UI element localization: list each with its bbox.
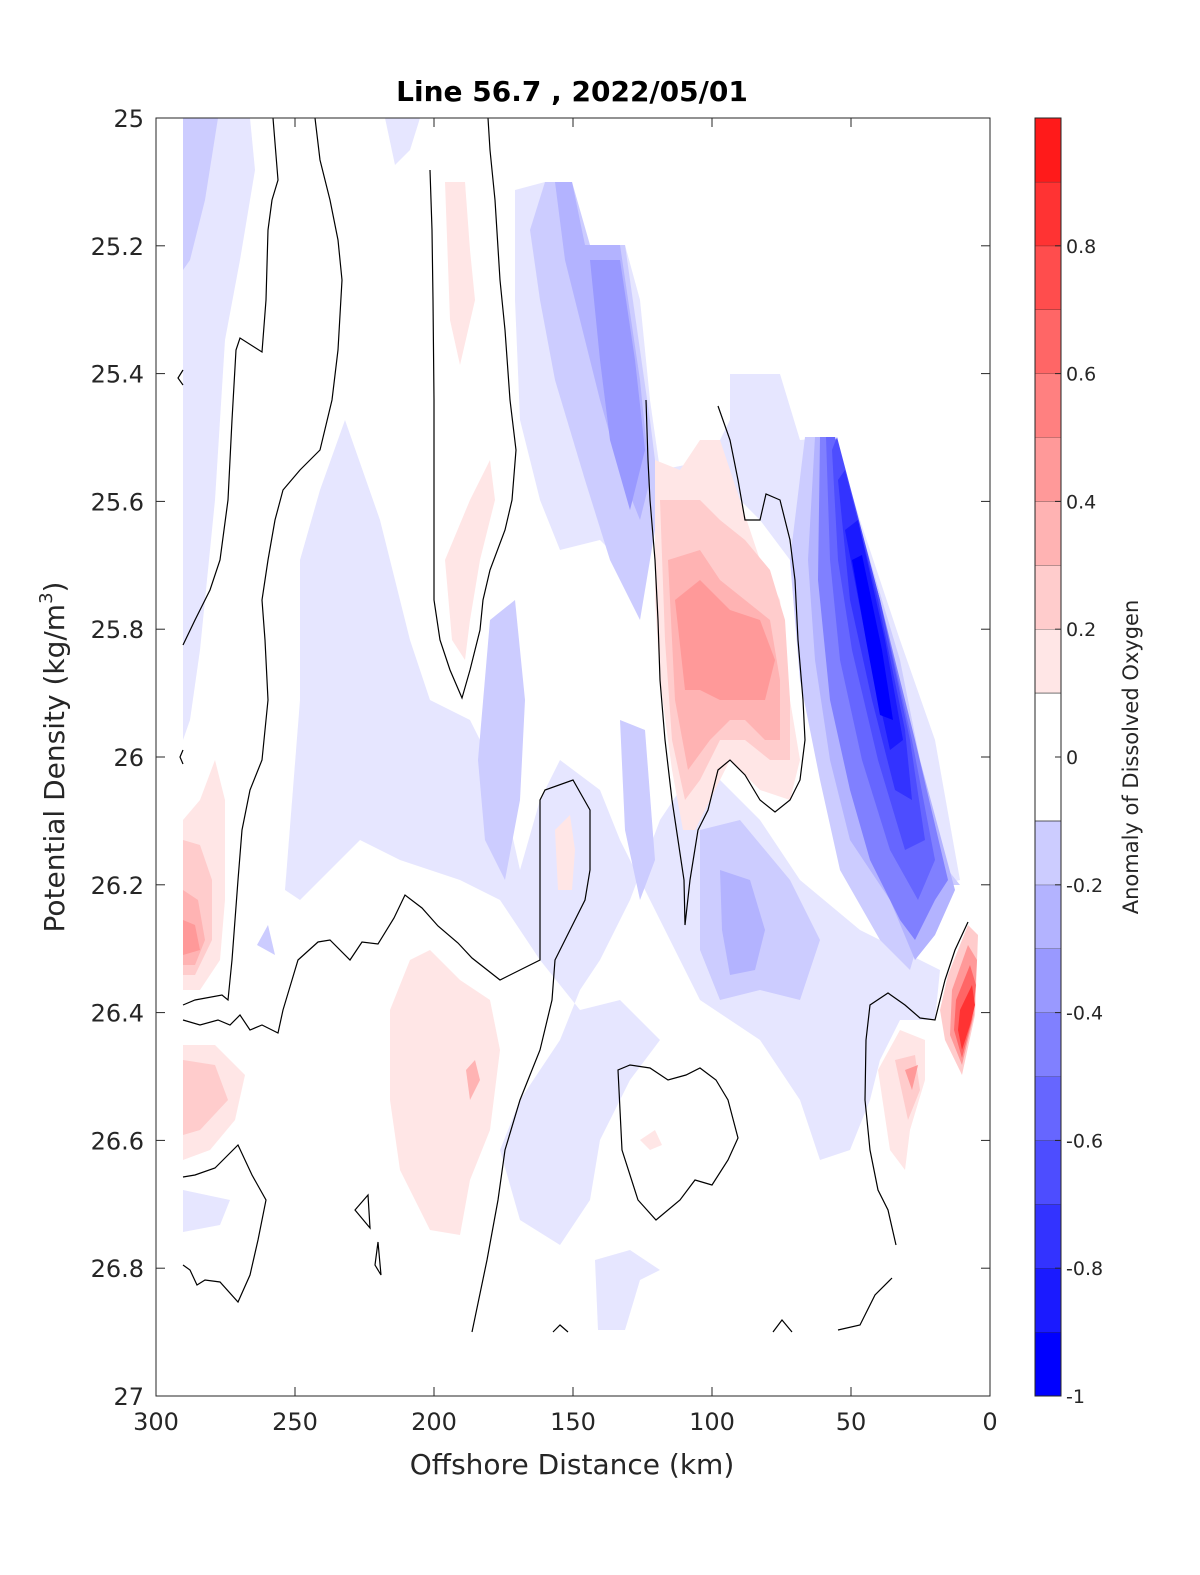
colorbar-swatch (1035, 245, 1061, 310)
colorbar-swatch (1035, 437, 1061, 502)
y-tick-label: 26.4 (91, 1000, 144, 1028)
colorbar-swatch (1035, 1204, 1061, 1269)
y-tick-label: 25 (113, 105, 144, 133)
colorbar-swatch (1035, 373, 1061, 438)
zero-contours (177, 118, 969, 1333)
x-tick-label: 200 (411, 1408, 457, 1436)
neg-level-2-c (530, 182, 660, 620)
colorbar-swatch (1035, 1076, 1061, 1141)
y-axis-title-main: Potential Density (kg/m (38, 604, 71, 933)
y-tick-label: 25.4 (91, 361, 144, 389)
colorbar-swatch (1035, 629, 1061, 694)
neg-level-3-c (720, 870, 765, 975)
zero-contour-12 (552, 1324, 569, 1333)
neg-level-1-central (285, 420, 940, 1245)
y-axis-title-tail: ) (38, 582, 71, 593)
pos-level-1-mid (445, 460, 495, 660)
y-axis-title: Potential Density (kg/m3) (36, 582, 71, 933)
chart-title: Line 56.7 , 2022/05/01 (396, 75, 748, 108)
zero-contour-10 (864, 921, 969, 1246)
pos-level-3-mid (466, 1060, 480, 1100)
neg-level-1-lower-west (183, 1190, 230, 1232)
y-tick-label: 26 (113, 744, 144, 772)
colorbar-swatch (1035, 948, 1061, 1013)
pos-level-1-lower (390, 950, 500, 1235)
neg-level-3-b (590, 260, 645, 510)
y-tick-label: 27 (113, 1383, 144, 1411)
y-axis-title-sup: 3 (36, 592, 57, 603)
colorbar-swatch (1035, 1012, 1061, 1077)
zero-contour-1 (182, 118, 279, 646)
colorbar-title: Anomaly of Dissolved Oxygen (1119, 600, 1143, 915)
pos-level-4-east (905, 1065, 918, 1090)
zero-contour-7 (354, 1193, 371, 1230)
colorbar-tick-label: -0.4 (1066, 1003, 1103, 1025)
colorbar-swatch (1035, 309, 1061, 374)
colorbar-tick-label: -1 (1066, 1386, 1085, 1408)
colorbar-swatch (1035, 1332, 1061, 1396)
colorbar-tick-label: 0.6 (1066, 364, 1096, 386)
colorbar-tick-label: -0.6 (1066, 1130, 1103, 1152)
y-tick-label: 26.8 (91, 1255, 144, 1283)
colorbar-swatch (1035, 565, 1061, 630)
neg-level-2-a (183, 118, 218, 270)
zero-contour-11 (837, 1277, 893, 1331)
y-axis: 25 25.2 25.4 25.6 25.8 26 26.2 26.4 26.6 26.8 27 (91, 105, 990, 1411)
x-tick-label: 50 (836, 1408, 867, 1436)
zero-contour-14 (177, 369, 184, 386)
x-tick-label: 0 (982, 1408, 997, 1436)
contour-field (177, 118, 978, 1333)
colorbar-swatch (1035, 501, 1061, 566)
pos-level-4-core (675, 580, 775, 700)
y-tick-label: 25.6 (91, 488, 144, 516)
neg-level-9 (852, 555, 893, 720)
x-tick-label: 300 (133, 1408, 179, 1436)
zero-contour-3 (182, 779, 591, 1333)
colorbar-tick-label: 0.4 (1066, 491, 1096, 513)
zero-contour-6 (617, 1064, 739, 1221)
pos-level-1-upper (445, 182, 475, 365)
pos-level-1-small (555, 815, 575, 890)
x-axis-title: Offshore Distance (km) (410, 1448, 735, 1481)
pos-spike-4 (958, 985, 975, 1050)
y-tick-label: 25.2 (91, 233, 144, 261)
x-tick-label: 150 (550, 1408, 596, 1436)
neg-level-2-b (478, 600, 525, 880)
neg-level-2-f (257, 925, 275, 955)
neg-level-1-top-strip (385, 118, 420, 165)
colorbar: -1 -0.8 -0.6 -0.4 -0.2 0 0.2 0.4 0.6 0.8 (1034, 117, 1103, 1408)
colorbar-swatch (1035, 118, 1061, 182)
neg-level-1-west (183, 118, 255, 740)
x-axis: 300 250 200 150 100 50 0 (133, 118, 998, 1436)
x-tick-label: 250 (272, 1408, 318, 1436)
neg-level-2-e (620, 720, 655, 900)
colorbar-swatch (1035, 1268, 1061, 1333)
colorbar-swatch (1035, 181, 1061, 246)
zero-contour-13 (772, 1319, 793, 1333)
neg-level-1-bottom-patch (595, 1250, 660, 1330)
colorbar-swatch (1035, 1140, 1061, 1205)
pos-level-2-west-lower (183, 1060, 228, 1135)
y-tick-label: 26.2 (91, 872, 144, 900)
colorbar-swatch (1035, 820, 1061, 885)
zero-contour-4 (429, 118, 517, 700)
pos-level-1-tiny (640, 1130, 662, 1150)
colorbar-tick-label: -0.8 (1066, 1258, 1103, 1280)
pos-level-4-west (183, 920, 200, 955)
colorbar-tick-label: -0.2 (1066, 875, 1103, 897)
colorbar-tick-label: 0.2 (1066, 619, 1096, 641)
zero-contour-8 (374, 1241, 382, 1276)
colorbar-tick-label: 0.8 (1066, 236, 1096, 258)
zero-contour-15 (179, 749, 184, 765)
y-tick-label: 25.8 (91, 616, 144, 644)
y-tick-label: 26.6 (91, 1127, 144, 1155)
colorbar-tick-label: 0 (1066, 747, 1078, 769)
colorbar-swatch (1035, 884, 1061, 949)
zero-contour-9 (182, 1143, 267, 1304)
zero-contour-5 (645, 399, 806, 926)
zero-contour-2 (182, 118, 343, 1006)
x-tick-label: 100 (689, 1408, 735, 1436)
